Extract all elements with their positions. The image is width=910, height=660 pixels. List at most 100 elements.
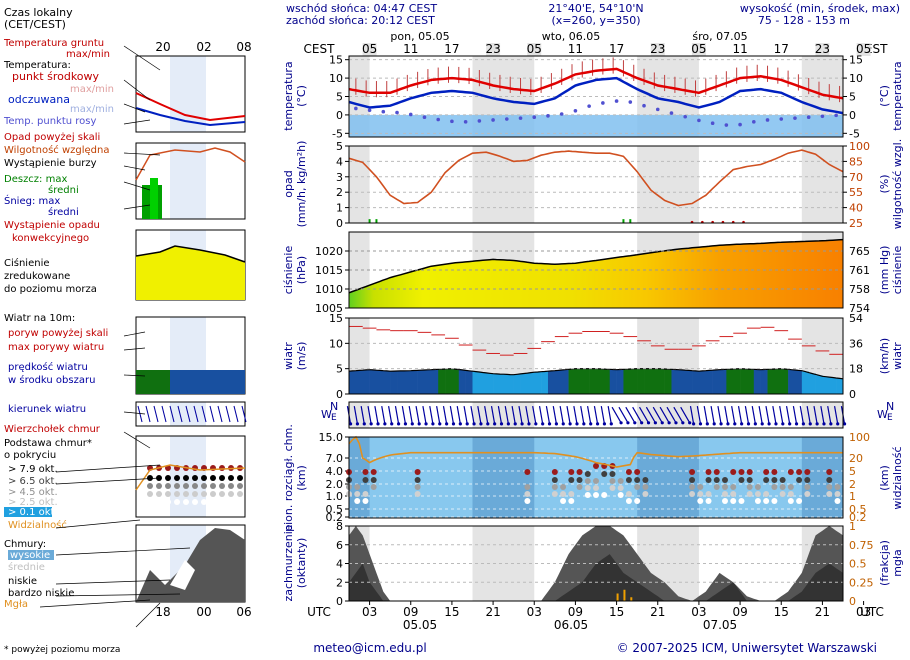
legend-leader (123, 374, 146, 377)
wind-speed-bar (376, 370, 384, 394)
cest-tick: 05 (691, 42, 706, 56)
dew-point-dot (408, 112, 413, 117)
axis-title-right: (km/h) (878, 338, 891, 374)
temp-tick-label-r: 0 (849, 109, 856, 122)
legend-pressure-1: Ciśnienie (4, 257, 50, 269)
wind-arrow-head (424, 422, 428, 426)
wind-arrow-head (534, 422, 538, 426)
dew-point-dot (477, 119, 482, 123)
wind-speed-bar (650, 368, 659, 394)
cloud-base-dot (779, 491, 786, 497)
cloud-base-dot (617, 478, 624, 484)
cloud-base-dot (738, 469, 745, 475)
cloud-base-dot (568, 469, 575, 475)
legend-leader (123, 331, 146, 337)
wind-arrow (511, 406, 516, 424)
wind-arrow (765, 406, 770, 424)
utc-tick: 09 (568, 605, 583, 619)
wind-arrow (611, 406, 622, 424)
mini-visibility (135, 464, 246, 491)
cloud-base-dot (721, 484, 728, 490)
wind-arrow-head (493, 422, 497, 426)
wind-arrow (737, 406, 743, 424)
grid-text: (x=260, y=350) (551, 14, 640, 27)
dew-point-dot (422, 115, 427, 120)
wind-tick-label: 5 (336, 363, 343, 376)
hum-tick-label: 85 (849, 155, 863, 168)
wind-arrow-head (396, 422, 401, 426)
legend-very-low: bardzo niskie (8, 588, 74, 599)
mini-cloud-dot (219, 491, 225, 497)
wind-arrow-head (479, 422, 483, 426)
soil-temp-fill (349, 114, 843, 137)
wind-arrow-head (383, 422, 387, 426)
wind-arrow (504, 406, 509, 424)
wind-arrow-head (767, 422, 771, 426)
legend-precip-above: Opad powyżej skali (4, 132, 100, 143)
cloud-base-dot (609, 478, 616, 484)
cloud-base-dot (834, 484, 841, 490)
cest-tick: 23 (815, 42, 830, 56)
wind-arrow-head (788, 422, 792, 426)
dew-point-dot (532, 115, 537, 120)
legend-leader (55, 519, 141, 529)
wind-speed-bar (753, 369, 761, 394)
legend-wind-speed-1: prędkość wiatru (8, 361, 88, 373)
legend-humidity: Wilgotność względna (4, 144, 109, 156)
wind-arrow (436, 406, 441, 424)
height-values: 75 - 128 - 153 m (758, 14, 850, 27)
cloud-base-dot (524, 484, 531, 490)
wind-speed-bar (616, 369, 624, 394)
prec-tick-label: 2 (336, 186, 343, 199)
utc-tick: 15 (444, 605, 459, 619)
pres-tick-label-r: 761 (849, 264, 870, 277)
cloud-base-dot (787, 469, 794, 475)
legend-leader (135, 602, 161, 628)
axis-title-right: (mm Hg) (878, 246, 891, 295)
mini-wind-arrow (241, 405, 247, 423)
cloud-tick-label: 0.2 (326, 511, 344, 524)
footer-copyright: © 2007-2025 ICM, Uniwersytet Warszawski (617, 641, 877, 655)
cloud-tick-label: 7.0 (326, 452, 344, 465)
legend-leader (55, 464, 161, 473)
fog-bar (630, 597, 633, 601)
mini-wind-arrow (225, 405, 231, 423)
legend-soil-mm: max/min (66, 49, 110, 60)
wind-arrow-head (499, 422, 504, 426)
fog-tick-label: 1 (849, 520, 856, 533)
mini-cloud-dot (183, 483, 189, 489)
wind-speed-bar (671, 369, 679, 394)
wind-arrow-head (513, 422, 517, 426)
wind-arrow (477, 406, 482, 424)
wind-arrow (744, 406, 750, 424)
wind-arrow (827, 406, 832, 424)
cloud-base-dot (721, 498, 728, 504)
axis-title-left: (oktanty) (295, 538, 308, 589)
vis-tick-label: 0.2 (849, 511, 867, 524)
legend-okt-65: > 6.5 okt. (8, 476, 58, 487)
cest-tick-bg (691, 43, 706, 56)
wind-arrow (751, 406, 756, 424)
axis-title-left: (hPa) (295, 256, 308, 284)
cloud-base-dot (609, 471, 616, 477)
wind-arrow-head (626, 421, 630, 425)
mini-wind-arrow (145, 405, 151, 423)
wind-arrow (717, 406, 722, 424)
rain-bar (622, 219, 625, 223)
legend-snow-mid: średni (48, 206, 79, 218)
legend-okt-01: > 0.1 okt. (8, 507, 58, 518)
height-label: wysokość (min, środek, max) (740, 2, 900, 15)
day-label-bottom: 05.05 (403, 618, 437, 632)
wind-speed-bar (513, 374, 521, 394)
compass-w-right: W (877, 408, 888, 421)
cloud-base-dot (763, 469, 770, 475)
cloud-base-dot (771, 498, 778, 504)
wind-arrow-head (582, 422, 586, 426)
cloud-base-dot (738, 498, 745, 504)
footer-note: * powyżej poziomu morza (4, 645, 120, 655)
cloud-base-dot (771, 477, 778, 483)
cloud-base-dot (601, 492, 608, 498)
wind-speed-bar (637, 368, 645, 394)
legend-local-tz: (CET/CEST) (4, 18, 66, 31)
cloud-base-dot (787, 484, 794, 490)
